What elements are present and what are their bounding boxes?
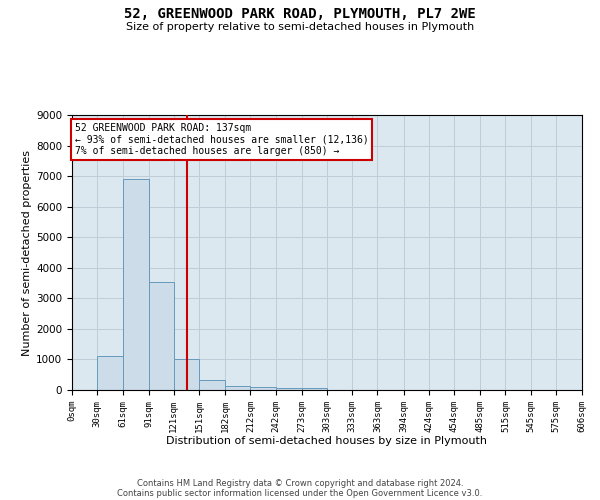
Text: Contains HM Land Registry data © Crown copyright and database right 2024.: Contains HM Land Registry data © Crown c…: [137, 478, 463, 488]
Text: 52, GREENWOOD PARK ROAD, PLYMOUTH, PL7 2WE: 52, GREENWOOD PARK ROAD, PLYMOUTH, PL7 2…: [124, 8, 476, 22]
Bar: [174, 360, 199, 390]
Text: Size of property relative to semi-detached houses in Plymouth: Size of property relative to semi-detach…: [126, 22, 474, 32]
Bar: [97, 356, 124, 390]
Text: Contains public sector information licensed under the Open Government Licence v3: Contains public sector information licen…: [118, 488, 482, 498]
Bar: [225, 386, 250, 390]
Bar: [199, 380, 225, 390]
Bar: [275, 388, 302, 390]
Text: 52 GREENWOOD PARK ROAD: 137sqm
← 93% of semi-detached houses are smaller (12,136: 52 GREENWOOD PARK ROAD: 137sqm ← 93% of …: [74, 122, 368, 156]
Bar: [149, 282, 174, 390]
Bar: [302, 388, 327, 390]
X-axis label: Distribution of semi-detached houses by size in Plymouth: Distribution of semi-detached houses by …: [167, 436, 487, 446]
Bar: [124, 179, 149, 390]
Y-axis label: Number of semi-detached properties: Number of semi-detached properties: [22, 150, 32, 356]
Bar: [250, 387, 275, 390]
